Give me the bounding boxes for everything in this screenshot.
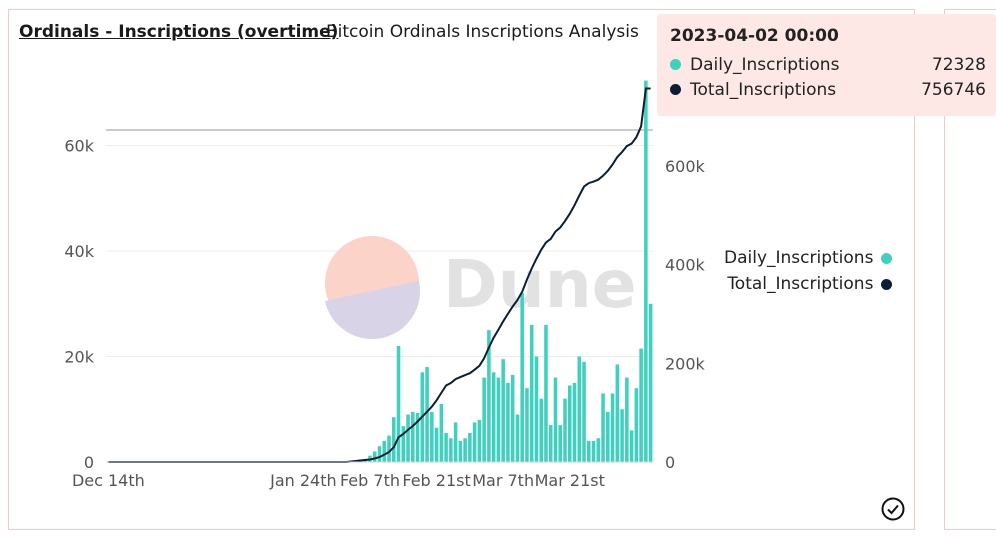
tooltip-value: 756746 bbox=[921, 79, 986, 100]
x-tick-label: Mar 21st bbox=[535, 471, 605, 490]
daily-bar[interactable] bbox=[458, 440, 463, 462]
daily-bar[interactable] bbox=[591, 440, 596, 462]
tooltip-name: Total_Inscriptions bbox=[690, 79, 837, 100]
y-right-tick-label: 600k bbox=[665, 157, 706, 176]
daily-bar[interactable] bbox=[634, 388, 639, 462]
total-dot-icon bbox=[881, 278, 893, 290]
tooltip-value: 72328 bbox=[931, 54, 986, 75]
daily-bar[interactable] bbox=[596, 438, 601, 462]
tooltip: 2023-04-02 00:00 Daily_Inscriptions 7232… bbox=[657, 14, 996, 116]
daily-bar[interactable] bbox=[463, 438, 467, 462]
daily-bar[interactable] bbox=[644, 80, 648, 462]
legend-item-daily[interactable]: Daily_Inscriptions bbox=[724, 245, 893, 271]
check-circle-icon[interactable] bbox=[881, 497, 905, 521]
x-tick-label: Mar 7th bbox=[472, 471, 534, 490]
daily-bar[interactable] bbox=[401, 426, 406, 462]
daily-bar[interactable] bbox=[648, 303, 653, 462]
daily-bar[interactable] bbox=[620, 409, 624, 462]
daily-bar[interactable] bbox=[639, 348, 643, 462]
daily-bar[interactable] bbox=[482, 377, 486, 462]
daily-bar[interactable] bbox=[615, 364, 620, 462]
tooltip-row-total: Total_Inscriptions 756746 bbox=[670, 77, 986, 102]
daily-bar[interactable] bbox=[468, 432, 472, 462]
chart-subtitle: Bitcoin Ordinals Inscriptions Analysis bbox=[326, 22, 639, 42]
daily-bar[interactable] bbox=[587, 440, 591, 462]
daily-bar[interactable] bbox=[567, 385, 572, 462]
daily-bar[interactable] bbox=[496, 377, 501, 462]
tooltip-name: Daily_Inscriptions bbox=[690, 54, 840, 75]
daily-bar[interactable] bbox=[606, 411, 610, 462]
daily-bar[interactable] bbox=[387, 435, 391, 462]
daily-bar[interactable] bbox=[425, 367, 429, 462]
daily-bar[interactable] bbox=[601, 393, 605, 462]
daily-bar[interactable] bbox=[377, 446, 382, 462]
y-right-tick-label: 200k bbox=[665, 354, 706, 373]
dune-watermark: Dune bbox=[325, 236, 637, 340]
daily-bar[interactable] bbox=[487, 330, 491, 462]
tooltip-row-daily: Daily_Inscriptions 72328 bbox=[670, 52, 986, 77]
legend-label: Daily_Inscriptions bbox=[724, 248, 874, 268]
daily-bar[interactable] bbox=[430, 411, 434, 462]
daily-bar[interactable] bbox=[415, 412, 420, 462]
daily-bar[interactable] bbox=[372, 451, 377, 462]
daily-bar[interactable] bbox=[396, 345, 401, 462]
daily-bar[interactable] bbox=[472, 422, 477, 462]
daily-bar[interactable] bbox=[411, 411, 415, 462]
daily-dot-icon bbox=[670, 59, 681, 70]
daily-bar[interactable] bbox=[577, 356, 582, 462]
daily-bar[interactable] bbox=[391, 417, 396, 462]
daily-bar[interactable] bbox=[382, 440, 387, 462]
daily-bar[interactable] bbox=[434, 427, 439, 462]
daily-bar[interactable] bbox=[610, 393, 615, 462]
daily-bar[interactable] bbox=[506, 382, 510, 462]
legend-item-total[interactable]: Total_Inscriptions bbox=[724, 271, 893, 297]
y-left-tick-label: 20k bbox=[64, 348, 94, 367]
daily-bar[interactable] bbox=[510, 374, 515, 462]
tooltip-title: 2023-04-02 00:00 bbox=[670, 26, 839, 46]
legend: Daily_Inscriptions Total_Inscriptions bbox=[724, 245, 893, 297]
y-right-tick-label: 0 bbox=[665, 453, 675, 472]
x-tick-label: Feb 21st bbox=[402, 471, 470, 490]
daily-bar[interactable] bbox=[501, 359, 505, 462]
daily-bar[interactable] bbox=[477, 419, 482, 462]
daily-bar[interactable] bbox=[544, 324, 548, 462]
daily-bar[interactable] bbox=[491, 372, 496, 462]
x-tick-label: Feb 7th bbox=[340, 471, 400, 490]
chart-title-link[interactable]: Ordinals - Inscriptions (overtime) bbox=[19, 22, 339, 42]
daily-bar[interactable] bbox=[582, 361, 586, 462]
daily-bar[interactable] bbox=[453, 422, 458, 462]
daily-bar[interactable] bbox=[529, 324, 534, 462]
watermark-text: Dune bbox=[443, 246, 637, 323]
daily-bar[interactable] bbox=[553, 377, 558, 462]
daily-bar[interactable] bbox=[439, 403, 444, 462]
y-right-tick-label: 400k bbox=[665, 256, 706, 275]
total-dot-icon bbox=[670, 84, 681, 95]
daily-bar[interactable] bbox=[520, 293, 524, 462]
daily-bar[interactable] bbox=[572, 382, 577, 462]
daily-bar[interactable] bbox=[558, 425, 563, 462]
daily-bar[interactable] bbox=[515, 414, 520, 462]
daily-dot-icon bbox=[881, 252, 893, 264]
x-tick-label: Dec 14th bbox=[72, 471, 145, 490]
y-left-tick-label: 60k bbox=[64, 137, 94, 156]
x-tick-label: Jan 24th bbox=[269, 471, 337, 490]
daily-bar[interactable] bbox=[525, 388, 529, 462]
daily-bar[interactable] bbox=[548, 425, 553, 462]
daily-bar[interactable] bbox=[625, 377, 629, 462]
y-left-tick-label: 40k bbox=[64, 242, 94, 261]
daily-bar[interactable] bbox=[449, 438, 453, 462]
y-left-tick-label: 0 bbox=[84, 453, 94, 472]
daily-bar[interactable] bbox=[629, 430, 634, 462]
daily-bar[interactable] bbox=[534, 356, 539, 462]
daily-bar[interactable] bbox=[563, 398, 567, 462]
daily-bar[interactable] bbox=[539, 398, 543, 462]
legend-label: Total_Inscriptions bbox=[727, 274, 874, 294]
daily-bar[interactable] bbox=[406, 414, 410, 462]
daily-bar[interactable] bbox=[444, 432, 448, 462]
